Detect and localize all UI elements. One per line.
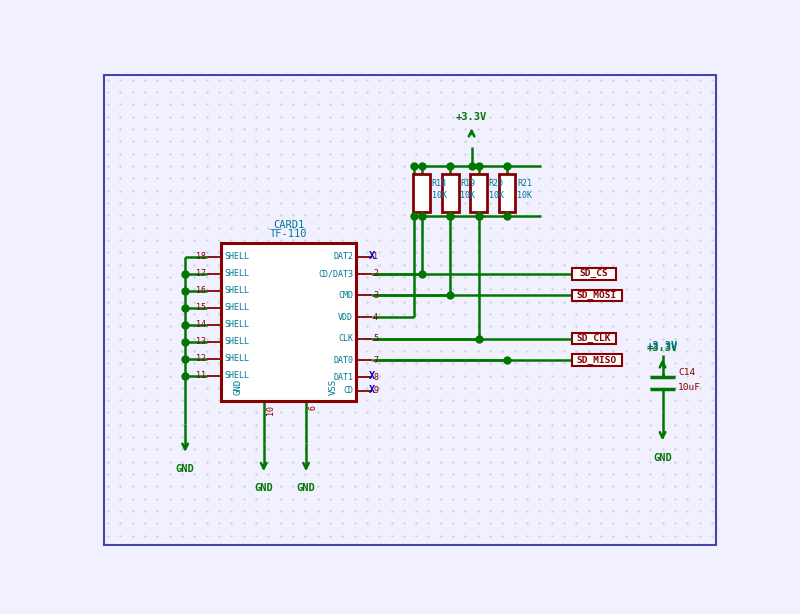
Text: 5: 5: [373, 334, 378, 343]
Bar: [442, 174, 458, 212]
Text: X: X: [369, 385, 375, 395]
Text: 10uF: 10uF: [678, 383, 701, 392]
Text: SHELL: SHELL: [225, 252, 250, 262]
Text: X: X: [369, 251, 375, 261]
Text: 7: 7: [373, 356, 378, 365]
Bar: [498, 174, 515, 212]
Text: DAT1: DAT1: [333, 373, 353, 381]
Text: 17: 17: [196, 270, 206, 278]
Text: CLK: CLK: [338, 334, 353, 343]
Text: SD_MISO: SD_MISO: [577, 356, 617, 365]
Text: 13: 13: [196, 337, 206, 346]
Bar: [222, 243, 356, 401]
Text: TF-110: TF-110: [270, 229, 307, 239]
Text: SD_MOSI: SD_MOSI: [577, 291, 617, 300]
Text: GND: GND: [254, 483, 273, 493]
Text: CD/DAT3: CD/DAT3: [318, 270, 353, 278]
Text: R20: R20: [489, 179, 503, 188]
Text: 18: 18: [196, 252, 206, 262]
Text: 6: 6: [308, 405, 318, 410]
Text: 10K: 10K: [517, 191, 532, 200]
Text: +3.3V: +3.3V: [647, 341, 678, 351]
Text: SHELL: SHELL: [225, 337, 250, 346]
Text: 14: 14: [196, 320, 206, 329]
Bar: [572, 290, 622, 301]
Text: R19: R19: [460, 179, 475, 188]
Text: SHELL: SHELL: [225, 371, 250, 380]
Text: CD: CD: [343, 386, 353, 395]
Text: VDD: VDD: [338, 313, 353, 322]
Text: CMD: CMD: [338, 291, 353, 300]
Text: SHELL: SHELL: [225, 286, 250, 295]
Text: +3.3V: +3.3V: [647, 343, 678, 353]
Bar: [413, 174, 430, 212]
Text: SHELL: SHELL: [225, 354, 250, 363]
Text: C14: C14: [678, 368, 695, 377]
Text: X: X: [369, 371, 375, 381]
Text: CARD1: CARD1: [273, 220, 304, 230]
Bar: [572, 333, 616, 344]
Text: R18: R18: [431, 179, 446, 188]
Text: R21: R21: [517, 179, 532, 188]
Text: DAT0: DAT0: [333, 356, 353, 365]
Text: 10K: 10K: [489, 191, 503, 200]
Text: 10: 10: [266, 405, 275, 415]
Text: SHELL: SHELL: [225, 320, 250, 329]
Text: SD_CLK: SD_CLK: [577, 334, 611, 343]
Text: 4: 4: [373, 313, 378, 322]
Text: GND: GND: [176, 464, 194, 474]
Text: SHELL: SHELL: [225, 303, 250, 313]
Bar: [572, 354, 622, 366]
Text: 10K: 10K: [431, 191, 446, 200]
Text: 8: 8: [373, 373, 378, 381]
Text: 2: 2: [373, 270, 378, 278]
Text: GND: GND: [297, 483, 315, 493]
Bar: [572, 268, 616, 279]
Text: +3.3V: +3.3V: [456, 112, 487, 122]
Text: 1: 1: [373, 252, 378, 262]
Text: 12: 12: [196, 354, 206, 363]
Text: SHELL: SHELL: [225, 270, 250, 278]
Text: 15: 15: [196, 303, 206, 313]
Text: 16: 16: [196, 286, 206, 295]
Text: 9: 9: [373, 386, 378, 395]
Text: GND: GND: [234, 379, 242, 395]
Text: GND: GND: [653, 453, 672, 462]
Text: 3: 3: [373, 291, 378, 300]
Text: 10K: 10K: [460, 191, 475, 200]
Text: DAT2: DAT2: [333, 252, 353, 262]
Text: 11: 11: [196, 371, 206, 380]
Text: SD_CS: SD_CS: [580, 270, 609, 278]
Text: VSS: VSS: [329, 379, 338, 395]
Bar: [470, 174, 487, 212]
